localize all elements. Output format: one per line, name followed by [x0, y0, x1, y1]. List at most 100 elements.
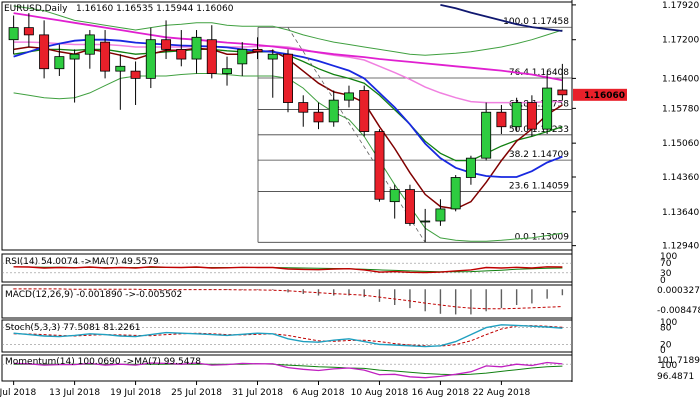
candle-body-bear — [496, 111, 507, 128]
moving-average-darkblue — [440, 4, 563, 32]
candle-body-bull — [481, 111, 492, 159]
rsi-axis-label: 30 — [660, 269, 672, 279]
candle-body-bear — [404, 189, 415, 224]
candle — [161, 20, 172, 60]
chart-header-symbol: EURUSD,Daily — [4, 4, 68, 14]
candle — [237, 42, 248, 76]
candle — [435, 199, 446, 226]
price-axis-label: 1.15060 — [662, 139, 699, 149]
candle-body-bear — [100, 41, 111, 72]
candle — [298, 95, 309, 127]
candle-body-bear — [313, 111, 324, 123]
candle — [526, 95, 537, 137]
candle — [283, 49, 293, 113]
candle — [481, 102, 492, 161]
candle-body-bull — [84, 34, 95, 55]
candle — [69, 49, 80, 103]
candle-body-bull — [222, 68, 233, 74]
time-axis-label: 6 Aug 2018 — [293, 388, 345, 398]
time-axis-label: 22 Aug 2018 — [473, 388, 531, 398]
candle — [313, 102, 324, 130]
candle — [420, 208, 431, 243]
candle-body-bull — [69, 53, 80, 60]
candle — [191, 30, 202, 74]
chart-header-ohlc: 1.16160 1.16535 1.15944 1.16060 — [76, 4, 234, 14]
candle — [389, 184, 400, 219]
candle-body-bull — [435, 208, 446, 222]
candle-body-bear — [23, 27, 34, 36]
fib-level-label: 100.0 1.17458 — [503, 17, 569, 27]
candle-body-bull — [420, 220, 431, 223]
price-axis-label: 1.14360 — [662, 173, 699, 183]
candle — [130, 61, 141, 105]
candle-body-bear — [283, 53, 293, 103]
macd-axis-label: 0.000327 — [657, 286, 700, 296]
rsi-axis-label: 0 — [660, 276, 666, 286]
time-axis-label: 25 Jul 2018 — [171, 388, 222, 398]
candle — [542, 73, 553, 134]
rsi-panel-frame — [1, 253, 573, 283]
candle — [267, 49, 278, 98]
fib-level-label: 61.8 1.15758 — [509, 99, 569, 109]
time-axis-label: 16 Aug 2018 — [412, 388, 470, 398]
fib-level-label: 50.0 1.15233 — [509, 125, 569, 135]
candle-body-bull — [145, 39, 156, 79]
price-axis-label: 1.13640 — [662, 208, 699, 218]
fib-trend-line — [287, 27, 426, 243]
candle-body-bull — [8, 27, 19, 41]
candle-body-bear — [526, 102, 537, 130]
candle — [8, 15, 19, 55]
candle-body-bear — [298, 102, 309, 113]
fib-level-label: 76.4 1.16408 — [509, 68, 569, 78]
macd-label: MACD(12,26,9) -0.001890 ->-0.005502 — [5, 290, 182, 300]
stoch-axis-label: 100 — [660, 318, 677, 328]
time-axis-label: 13 Jul 2018 — [49, 388, 100, 398]
time-axis-label: 9 Jul 2018 — [0, 388, 36, 398]
candle-body-bear — [359, 90, 370, 132]
candle-body-bear — [130, 70, 141, 79]
candle-body-bull — [54, 56, 65, 70]
candle — [23, 13, 34, 47]
candle — [54, 44, 65, 76]
macd-panel: MACD(12,26,9) -0.001890 ->-0.005502 0.000… — [1, 284, 700, 319]
rsi-line — [13, 266, 563, 274]
time-axis-label: 10 Aug 2018 — [351, 388, 409, 398]
candle-body-bull — [191, 36, 202, 60]
moving-average-magenta — [13, 12, 563, 82]
candle — [343, 85, 354, 108]
fib-level-label: 0.0 1.13009 — [515, 232, 570, 242]
candle-body-bear — [39, 34, 50, 70]
time-axis-label: 19 Jul 2018 — [110, 388, 161, 398]
candle-body-bull — [450, 177, 461, 210]
rsi-axis-label: 70 — [660, 259, 672, 269]
price-axis-label: 1.17200 — [662, 36, 699, 46]
candle — [84, 30, 95, 69]
candle — [496, 104, 507, 134]
macd-panel-frame — [1, 284, 573, 319]
stoch-axis-label: 20 — [660, 340, 672, 350]
macd-axis-label: -0.008478 — [657, 306, 700, 316]
candle — [511, 97, 522, 132]
momentum-panel-frame — [1, 354, 573, 382]
candle — [206, 25, 217, 79]
candle-body-bear — [374, 131, 385, 200]
candle — [145, 27, 156, 89]
momentum-panel: Momentum(14) 100.0690 ->MA(7) 99.5478 101… — [1, 354, 700, 382]
stoch-axis-label: 80 — [660, 324, 672, 334]
current-price-label: 1.16060 — [584, 91, 625, 101]
current-price-tag — [573, 88, 627, 101]
candle — [374, 129, 385, 202]
candle — [359, 85, 370, 137]
stoch-main-line — [13, 324, 563, 348]
candle-body-bull — [267, 53, 278, 60]
candle — [404, 184, 415, 226]
candle-body-bull — [511, 102, 522, 128]
price-axis-label: 1.16400 — [662, 74, 699, 84]
candle — [328, 90, 339, 127]
stoch-panel-frame — [1, 319, 573, 353]
momentum-axis-label: 96.4871 — [657, 372, 694, 382]
rsi-axis-label: 100 — [660, 252, 677, 262]
